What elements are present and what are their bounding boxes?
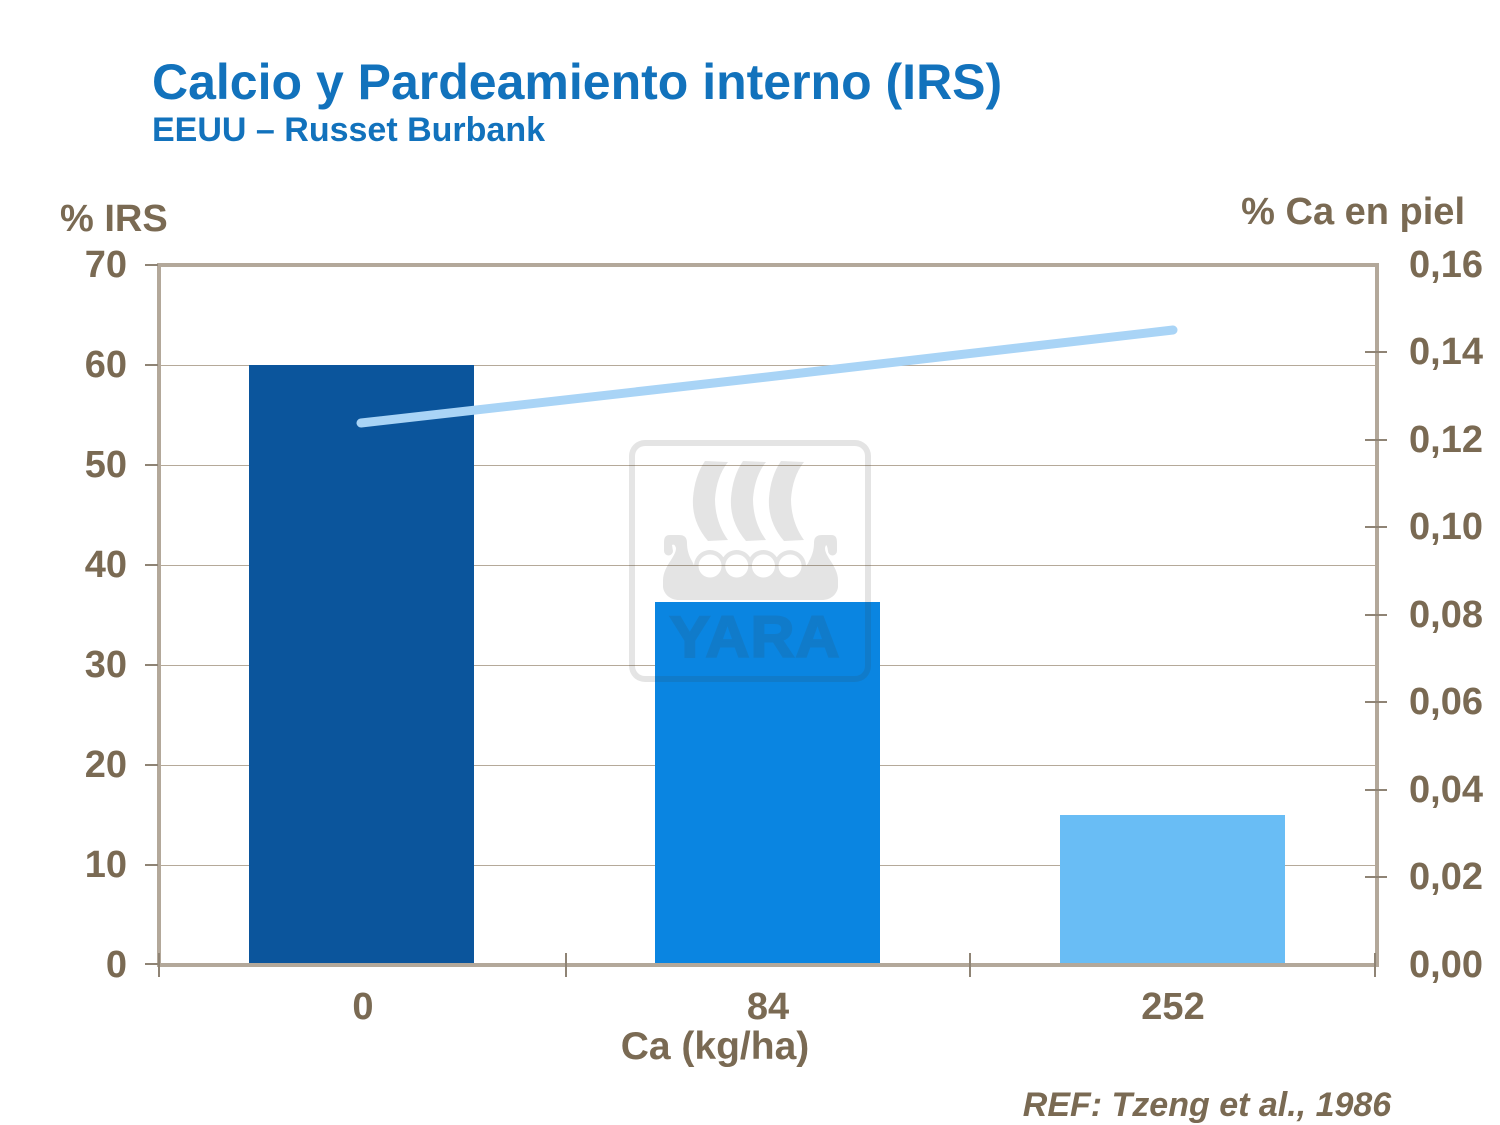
svg-text:YARA: YARA — [669, 604, 840, 669]
